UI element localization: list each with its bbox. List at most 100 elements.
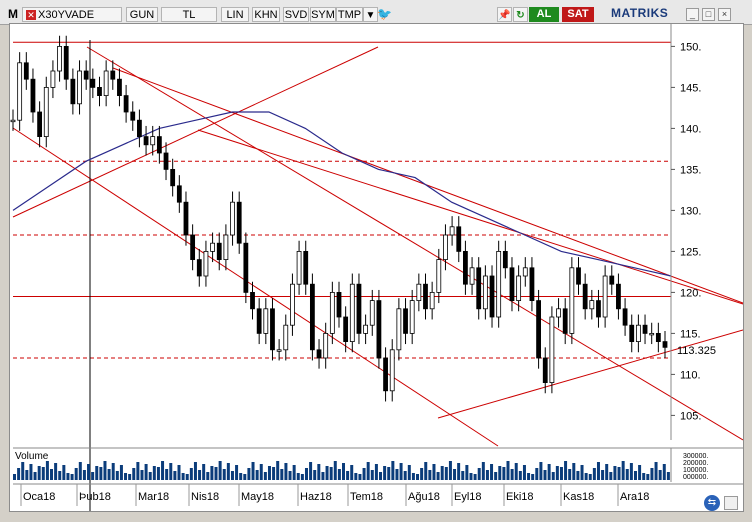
volume-bar [666, 472, 670, 480]
candle-body [110, 70, 116, 80]
volume-bar [17, 468, 21, 480]
symbol-selector[interactable]: ✕ X30YVADE [22, 7, 122, 22]
volume-bar [350, 465, 354, 480]
candle-body [602, 275, 608, 318]
volume-bar [284, 463, 288, 480]
refresh-icon[interactable]: ↻ [513, 7, 528, 22]
volume-bar [646, 474, 650, 480]
template-button[interactable]: TMP [336, 7, 363, 22]
volume-bar [514, 463, 518, 480]
candle-body [389, 349, 395, 392]
trend-line-0 [12, 46, 379, 218]
volume-bar [601, 470, 605, 480]
candle-body [662, 341, 668, 348]
volume-bar [596, 462, 600, 480]
volume-bar [251, 462, 255, 480]
x-tick-label: Ara18 [620, 491, 649, 503]
close-button[interactable]: × [718, 8, 731, 21]
volume-axis-label: 300000. [683, 453, 708, 460]
candles-layer [10, 35, 668, 402]
volume-bar [547, 464, 551, 480]
twitter-icon[interactable]: 🐦 [377, 7, 392, 21]
candle-body [230, 201, 235, 236]
candle-body [589, 300, 595, 310]
minimize-button[interactable]: _ [686, 8, 699, 21]
candle-body [196, 259, 202, 277]
volume-bar [292, 465, 296, 480]
volume-bar [448, 461, 452, 480]
volume-bar [103, 461, 107, 480]
close-icon[interactable]: ✕ [26, 10, 36, 21]
candle-body [363, 324, 369, 334]
period-button[interactable]: GUN [126, 7, 158, 22]
volume-bar [337, 469, 341, 480]
candle-body [70, 78, 76, 105]
y-tick-label: 120. [680, 287, 701, 299]
candle-body [409, 300, 415, 334]
matriks-menu-button[interactable]: M [8, 7, 18, 21]
candle-body [655, 332, 661, 342]
linear-scale-button[interactable]: LIN [221, 7, 249, 22]
trend-line-2 [112, 67, 744, 304]
volume-bar [29, 464, 33, 480]
volume-bar [403, 471, 407, 480]
volume-bar [481, 462, 485, 480]
maximize-button[interactable]: □ [702, 8, 715, 21]
volume-bar [391, 461, 395, 480]
volume-bar [551, 472, 555, 480]
volume-bar [453, 469, 457, 480]
volume-bar [185, 474, 189, 480]
candle-body [250, 291, 255, 310]
volume-bar [255, 470, 259, 480]
candle-body [223, 234, 229, 261]
candle-body [516, 275, 522, 302]
volume-bar [605, 464, 609, 480]
pin-icon[interactable]: 📌 [497, 7, 512, 22]
candle-body [243, 242, 249, 293]
y-tick-label: 135. [680, 164, 701, 176]
y-tick-label: 125. [680, 246, 701, 258]
candle-body [290, 283, 295, 326]
volume-bar [181, 473, 185, 480]
candle-body [57, 46, 62, 72]
volume-bar [342, 463, 345, 480]
volume-bar [62, 465, 66, 480]
volume-bar [366, 462, 370, 480]
volume-bar [379, 472, 383, 480]
scroll-corner[interactable] [724, 496, 738, 510]
volume-bar [531, 474, 535, 480]
currency-button[interactable]: TL [161, 7, 217, 22]
y-tick-label: 110. [680, 369, 701, 381]
candle-body [216, 242, 222, 260]
sync-icon[interactable]: ⇆ [704, 495, 720, 511]
candle-body [443, 234, 448, 261]
volume-bar [144, 464, 148, 480]
price-chart[interactable]: 150. 145. 140. 135. 130. 125. 120. 115. 110. 105.… [10, 24, 744, 511]
x-tick-label: Tem18 [350, 491, 383, 503]
buy-button[interactable]: AL [529, 7, 559, 22]
y-tick-label: 145. [680, 82, 701, 94]
khn-button[interactable]: KHN [252, 7, 280, 22]
volume-bar [490, 464, 494, 480]
dropdown-arrow-icon[interactable]: ▼ [363, 7, 378, 22]
y-tick-label: 140. [680, 123, 701, 135]
volume-bar [198, 470, 202, 480]
candle-body [283, 324, 289, 351]
volume-bar [621, 461, 625, 480]
sell-button[interactable]: SAT [562, 7, 594, 22]
chart-panel: 150. 145. 140. 135. 130. 125. 120. 115. 110. 105.… [9, 23, 744, 512]
sym-button[interactable]: SYM [310, 7, 336, 22]
svd-button[interactable]: SVD [283, 7, 309, 22]
candle-body [536, 300, 541, 359]
volume-bar [568, 469, 572, 480]
volume-bar [309, 462, 313, 480]
volume-bar [230, 471, 234, 480]
brand-logo: MATRIKS [611, 6, 669, 20]
volume-bar [66, 473, 70, 480]
volume-bar [617, 467, 621, 480]
candle-body [309, 283, 315, 351]
volume-bar [395, 469, 399, 480]
candle-body [50, 70, 56, 88]
y-tick-label: 105. [680, 410, 701, 422]
volume-bar [132, 468, 136, 480]
